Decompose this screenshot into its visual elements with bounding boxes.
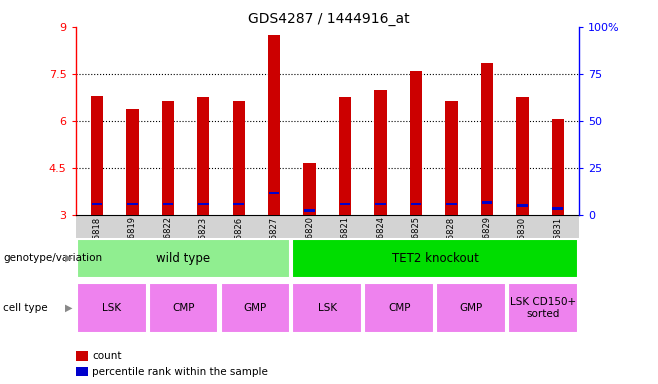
Bar (482, 201, 492, 204)
Text: percentile rank within the sample: percentile rank within the sample (92, 367, 268, 377)
Bar (292, 239, 578, 278)
Bar (77, 283, 147, 333)
Text: cell type: cell type (3, 303, 48, 313)
Bar (340, 203, 350, 205)
Bar (162, 101, 174, 215)
Bar (292, 283, 363, 333)
Text: wild type: wild type (157, 252, 211, 265)
Bar (305, 209, 315, 212)
Bar (553, 207, 563, 210)
Bar (77, 239, 290, 278)
Bar (220, 283, 290, 333)
Bar (127, 203, 138, 205)
Text: GDS4287 / 1444916_at: GDS4287 / 1444916_at (248, 12, 410, 25)
Bar (126, 109, 139, 215)
Bar (410, 71, 422, 215)
Bar (551, 119, 564, 215)
Text: GMP: GMP (459, 303, 483, 313)
Bar (339, 98, 351, 215)
Text: TET2 knockout: TET2 knockout (392, 252, 478, 265)
Bar (91, 203, 102, 205)
Bar (517, 204, 528, 207)
Text: count: count (92, 351, 122, 361)
Bar (163, 203, 173, 205)
Text: ▶: ▶ (65, 253, 72, 263)
Text: LSK CD150+
sorted: LSK CD150+ sorted (510, 297, 576, 319)
Bar (411, 203, 421, 205)
Text: GMP: GMP (244, 303, 267, 313)
Bar (446, 203, 457, 205)
Text: CMP: CMP (388, 303, 411, 313)
Text: LSK: LSK (318, 303, 337, 313)
Bar (481, 63, 493, 215)
Bar (268, 35, 280, 215)
Bar (375, 203, 386, 205)
Bar (197, 98, 209, 215)
Bar (232, 101, 245, 215)
Bar (516, 98, 528, 215)
Bar (234, 203, 244, 205)
Text: CMP: CMP (172, 303, 195, 313)
Bar (198, 203, 209, 205)
Bar (365, 283, 434, 333)
Text: LSK: LSK (102, 303, 121, 313)
Bar (436, 283, 506, 333)
Bar (303, 163, 316, 215)
Bar (149, 283, 218, 333)
Text: genotype/variation: genotype/variation (3, 253, 103, 263)
Text: ▶: ▶ (65, 303, 72, 313)
Bar (445, 101, 457, 215)
Bar (508, 283, 578, 333)
Bar (374, 89, 387, 215)
Bar (269, 192, 280, 195)
Bar (91, 96, 103, 215)
